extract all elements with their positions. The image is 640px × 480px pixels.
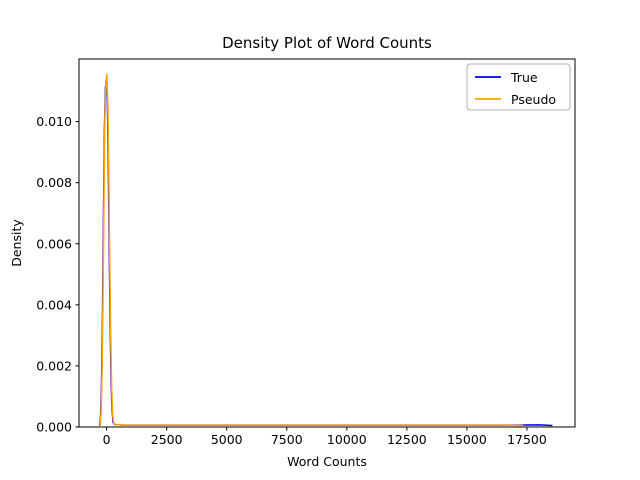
y-axis-ticks: 0.000 0.002 0.004 0.006 0.008 0.010 bbox=[36, 114, 79, 435]
x-axis-label: Word Counts bbox=[287, 454, 367, 469]
x-tick-label: 15000 bbox=[447, 432, 487, 447]
series-line-true bbox=[98, 78, 553, 428]
plot-area bbox=[78, 58, 576, 428]
x-tick-label: 0 bbox=[103, 432, 111, 447]
y-tick-label: 0.002 bbox=[36, 358, 72, 373]
legend: True Pseudo bbox=[466, 63, 571, 111]
x-tick-label: 10000 bbox=[327, 432, 367, 447]
chart-title: Density Plot of Word Counts bbox=[222, 34, 432, 52]
y-tick-label: 0.000 bbox=[36, 420, 72, 435]
y-axis-label: Density bbox=[9, 219, 24, 267]
y-tick-label: 0.004 bbox=[36, 297, 72, 312]
x-tick-label: 7500 bbox=[271, 432, 303, 447]
x-tick-label: 2500 bbox=[151, 432, 183, 447]
x-tick-label: 17500 bbox=[507, 432, 547, 447]
legend-label-pseudo: Pseudo bbox=[511, 92, 556, 107]
y-tick-label: 0.010 bbox=[36, 114, 72, 129]
y-tick-label: 0.008 bbox=[36, 175, 72, 190]
x-tick-label: 5000 bbox=[211, 432, 243, 447]
y-tick-label: 0.006 bbox=[36, 236, 72, 251]
series-line-pseudo bbox=[99, 73, 524, 428]
x-tick-label: 12500 bbox=[387, 432, 427, 447]
x-axis-ticks: 0 2500 5000 7500 10000 12500 15000 17500 bbox=[103, 427, 547, 447]
legend-label-true: True bbox=[510, 70, 538, 85]
series-group bbox=[98, 73, 553, 428]
